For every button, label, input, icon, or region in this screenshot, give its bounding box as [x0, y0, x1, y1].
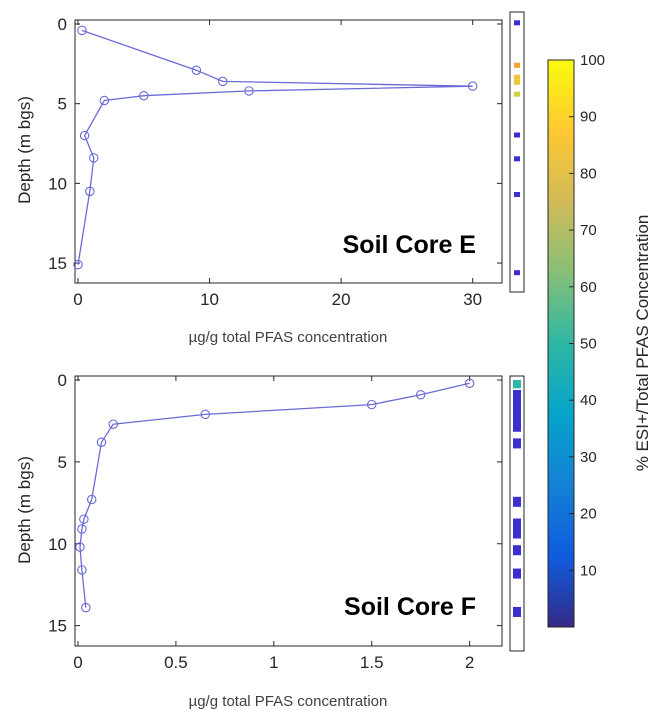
chart-panel-core-f: 0 0.5 1 1.5 2 0 5 10 15 Depth (m bgs) µg/g total…: [15, 371, 525, 710]
colorbar-tick-label: 70: [580, 222, 597, 239]
x-tick-label-core-e: 30: [463, 290, 482, 309]
core-title-f: Soil Core F: [344, 593, 476, 621]
colorbar-tick-label: 40: [580, 392, 597, 409]
data-point-core-f: [77, 524, 87, 534]
strip-marker-core-e: [514, 74, 520, 80]
y-tick-label-core-e: 15: [48, 254, 67, 273]
data-point-core-f: [200, 409, 211, 420]
strip-frame-core-e: [509, 11, 525, 293]
data-point-core-e: [89, 153, 99, 163]
strip-marker-core-e: [514, 132, 520, 138]
chart-panel-core-e: 0 10 20 30 0 5 10 15 Depth (m bgs) µg/g total P…: [15, 11, 525, 346]
x-tick-label-core-f: 0: [73, 653, 82, 672]
data-point-core-f: [96, 437, 107, 447]
y-tick-label-core-e: 10: [48, 174, 67, 193]
axis-ticks-core-f: 0 0.5 1 1.5 2 0 5 10 15: [48, 371, 502, 672]
data-point-core-f: [464, 378, 475, 389]
colorbar-label: % ESI+/Total PFAS Concentration: [633, 215, 652, 472]
data-point-core-e: [73, 259, 83, 270]
data-point-core-f: [86, 494, 97, 505]
colorbar-tick-label: 100: [580, 52, 605, 69]
x-tick-label-core-f: 1.5: [360, 653, 384, 672]
strip-marker-core-e: [514, 192, 520, 197]
x-axis-label-core-e: µg/g total PFAS concentration: [189, 329, 388, 346]
data-point-core-e: [99, 95, 110, 106]
strip-segment-core-f: [513, 380, 521, 389]
data-point-core-e: [244, 86, 254, 96]
data-point-core-f: [415, 389, 426, 400]
y-axis-label-core-f: Depth (m bgs): [15, 456, 34, 564]
x-tick-label-core-e: 10: [200, 290, 219, 309]
x-tick-label-core-e: 20: [332, 290, 351, 309]
data-point-core-f: [108, 419, 118, 429]
colorbar-tick-label: 50: [580, 336, 597, 353]
colorbar-tick-label: 60: [580, 279, 597, 296]
esi-strip-core-e: [514, 20, 520, 276]
series-line-core-e: [77, 29, 473, 265]
strip-segment-core-f: [513, 518, 521, 539]
data-point-core-f: [75, 542, 85, 552]
data-point-core-e: [77, 25, 87, 36]
x-tick-label-core-f: 0.5: [164, 653, 188, 672]
y-tick-label-core-f: 5: [58, 453, 67, 472]
y-tick-label-core-e: 0: [58, 15, 67, 34]
colorbar: 10 20 30 40 50 60 70 80 90 100 % ESI+/Total PFAS …: [547, 52, 652, 628]
strip-segment-core-f: [513, 568, 521, 579]
data-point-core-f: [79, 514, 89, 524]
colorbar-tick-label: 30: [580, 449, 597, 466]
strip-marker-core-e: [514, 270, 520, 276]
data-point-core-e: [139, 90, 149, 101]
strip-marker-core-e: [514, 62, 520, 68]
strip-marker-core-e: [514, 156, 520, 162]
colorbar-tick-label: 20: [580, 506, 597, 523]
colorbar-tick-label: 10: [580, 562, 597, 579]
strip-marker-core-e: [514, 91, 520, 97]
x-tick-label-core-f: 1: [269, 653, 278, 672]
colorbar-ticks: 10 20 30 40 50 60 70 80 90 100: [569, 52, 605, 579]
strip-segment-core-f: [513, 438, 521, 449]
data-marks-core-f: [75, 378, 475, 613]
data-point-core-f: [81, 602, 91, 613]
data-marks-core-e: [73, 25, 478, 270]
data-point-core-f: [366, 399, 377, 410]
plot-area-core-e: [74, 19, 503, 284]
esi-strip-core-f: [513, 380, 521, 617]
data-point-core-e: [191, 65, 202, 75]
y-tick-label-core-f: 10: [48, 535, 67, 554]
strip-segment-core-f: [513, 496, 521, 507]
data-point-core-f: [77, 565, 87, 575]
data-point-core-e: [85, 186, 95, 197]
colorbar-tick-label: 90: [580, 109, 597, 126]
strip-segment-core-f: [513, 390, 521, 432]
core-title-e: Soil Core E: [343, 231, 476, 259]
strip-segment-core-f: [513, 606, 521, 617]
x-axis-label-core-f: µg/g total PFAS concentration: [189, 693, 388, 710]
x-tick-label-core-f: 2: [465, 653, 474, 672]
axis-ticks-core-e: 0 10 20 30 0 5 10 15: [48, 15, 502, 309]
strip-segment-core-f: [513, 545, 521, 556]
data-point-core-e: [79, 130, 90, 141]
data-point-core-e: [467, 81, 478, 91]
y-tick-label-core-e: 5: [58, 95, 67, 114]
strip-marker-core-e: [514, 20, 520, 26]
strip-marker-core-e: [514, 79, 520, 85]
y-axis-label-core-e: Depth (m bgs): [15, 96, 34, 204]
colorbar-tick-label: 80: [580, 165, 597, 182]
y-tick-label-core-f: 0: [58, 371, 67, 390]
x-tick-label-core-e: 0: [73, 290, 82, 309]
data-point-core-e: [217, 76, 228, 87]
y-tick-label-core-f: 15: [48, 617, 67, 636]
